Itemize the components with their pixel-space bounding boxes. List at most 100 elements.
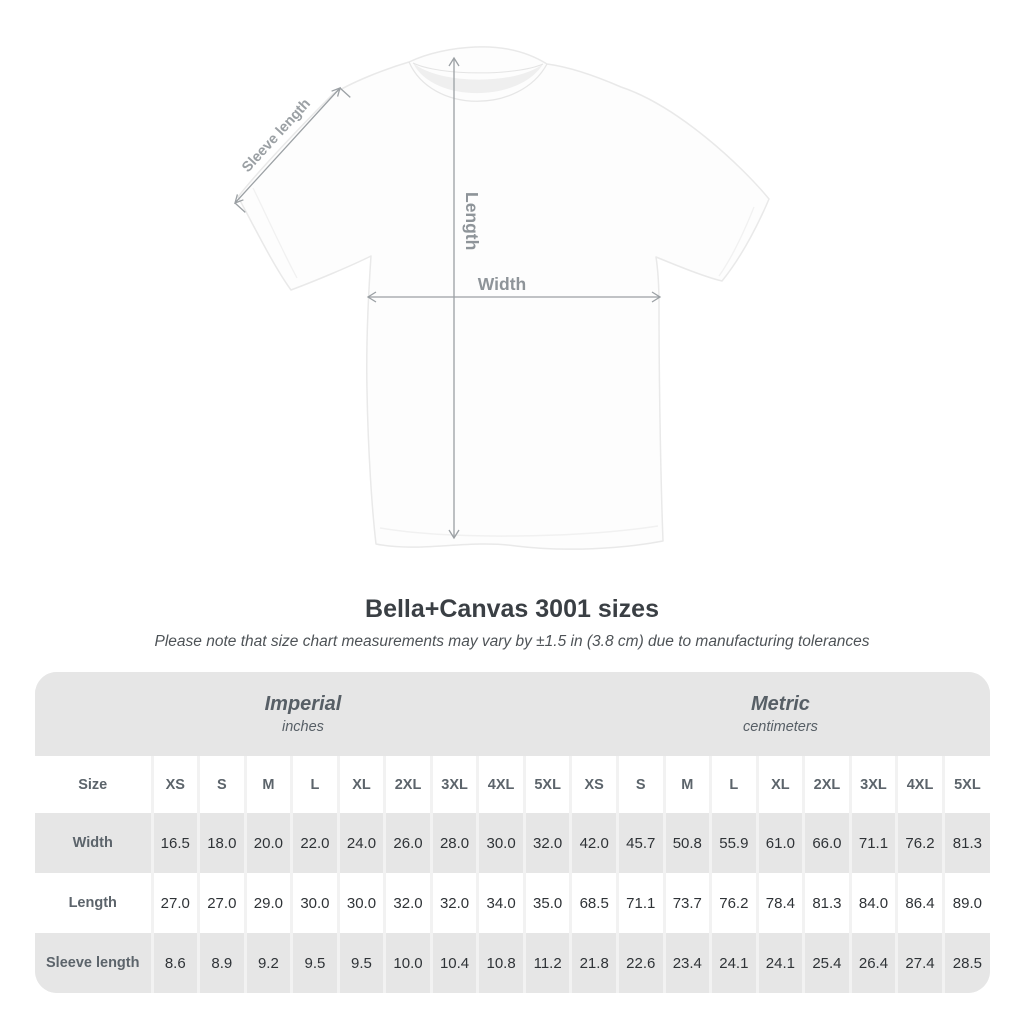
value-cell: 68.5 (569, 873, 618, 933)
value-cell: 78.4 (755, 873, 804, 933)
value-cell: 8.9 (197, 933, 246, 993)
value-cell: 10.0 (383, 933, 432, 993)
tshirt-illustration (237, 46, 770, 550)
size-col-header: S (615, 756, 665, 813)
value-cell: 30.0 (476, 813, 525, 873)
value-cell: 29.0 (243, 873, 292, 933)
value-cell: 27.0 (197, 873, 246, 933)
value-cell: 30.0 (336, 873, 385, 933)
value-cell: 27.0 (150, 873, 199, 933)
size-col-header: S (197, 756, 246, 813)
value-cell: 26.4 (848, 933, 897, 993)
value-cell: 73.7 (662, 873, 711, 933)
tshirt-right-sleeve-seam (718, 206, 755, 277)
value-cell: 45.7 (615, 813, 665, 873)
measurement-row: Length 27.0 27.0 29.0 30.0 30.0 32.0 32.0 34.0 35… (35, 873, 990, 933)
value-cell: 24.0 (336, 813, 385, 873)
sleeve-dimension-line (234, 87, 341, 204)
value-cell: 35.0 (522, 873, 571, 933)
value-cell: 81.3 (802, 873, 851, 933)
size-col-header: 3XL (848, 756, 897, 813)
size-col-header: L (709, 756, 758, 813)
unit-group-row: Imperial inches Metric centimeters (35, 672, 990, 756)
measurement-row-label: Sleeve length (35, 933, 152, 993)
value-cell: 9.5 (290, 933, 339, 993)
corner-header: Size (35, 756, 152, 813)
size-col-header: 2XL (802, 756, 851, 813)
sleeve-extension-tick-bottom (234, 202, 246, 213)
size-table-body: Size XS S M L XL 2XL 3XL 4XL 5XL XS S M L XL 2XL 3XL 4XL 5… (35, 756, 990, 993)
value-cell: 22.0 (290, 813, 339, 873)
tshirt-collar-seam (408, 61, 548, 102)
value-cell: 16.5 (150, 813, 199, 873)
size-col-header: 3XL (429, 756, 478, 813)
tshirt-left-sleeve-seam (252, 187, 298, 279)
value-cell: 81.3 (941, 813, 990, 873)
value-cell: 11.2 (522, 933, 571, 993)
size-table: Imperial inches Metric centimeters Size X… (35, 672, 990, 993)
value-cell: 32.0 (383, 873, 432, 933)
size-col-header: 5XL (522, 756, 571, 813)
metric-unit: centimeters (742, 719, 818, 735)
size-col-header: 5XL (941, 756, 990, 813)
value-cell: 21.8 (569, 933, 618, 993)
size-col-header: 4XL (476, 756, 525, 813)
tshirt-back-collar-line (412, 62, 544, 74)
value-cell: 27.4 (895, 933, 944, 993)
value-cell: 76.2 (709, 873, 758, 933)
width-label: Width (478, 274, 526, 294)
metric-label: Metric (751, 693, 810, 715)
value-cell: 10.4 (429, 933, 478, 993)
value-cell: 84.0 (848, 873, 897, 933)
value-cell: 28.0 (429, 813, 478, 873)
measurement-annotations (234, 56, 662, 540)
size-col-header: XL (336, 756, 385, 813)
value-cell: 24.1 (709, 933, 758, 993)
page-title: Bella+Canvas 3001 sizes (365, 595, 659, 623)
value-cell: 10.8 (476, 933, 525, 993)
value-cell: 24.1 (755, 933, 804, 993)
value-cell: 22.6 (615, 933, 665, 993)
tshirt-body (237, 46, 770, 550)
size-col-header: M (662, 756, 711, 813)
measurement-row: Width 16.5 18.0 20.0 22.0 24.0 26.0 28.0 30.0 32.… (35, 813, 990, 873)
size-col-header: XS (150, 756, 199, 813)
size-header-row: Size XS S M L XL 2XL 3XL 4XL 5XL XS S M L XL 2XL 3XL 4XL 5… (35, 756, 990, 813)
tshirt-collar-band (413, 63, 543, 94)
tshirt-hem-seam (379, 525, 659, 537)
measurement-row-label: Length (35, 873, 152, 933)
value-cell: 50.8 (662, 813, 711, 873)
value-cell: 55.9 (709, 813, 758, 873)
width-arrowhead-left (366, 291, 377, 303)
value-cell: 34.0 (476, 873, 525, 933)
imperial-label: Imperial (264, 693, 342, 715)
imperial-unit: inches (282, 719, 324, 735)
size-col-header: M (243, 756, 292, 813)
width-arrowhead-right (651, 291, 662, 303)
page-subtitle: Please note that size chart measurements… (154, 633, 870, 650)
size-col-header: 2XL (383, 756, 432, 813)
value-cell: 32.0 (429, 873, 478, 933)
value-cell: 71.1 (848, 813, 897, 873)
value-cell: 30.0 (290, 873, 339, 933)
value-cell: 18.0 (197, 813, 246, 873)
length-arrowhead-bottom (448, 529, 460, 540)
value-cell: 89.0 (941, 873, 990, 933)
length-label: Length (462, 192, 482, 250)
imperial-group-header: Imperial inches (35, 672, 571, 756)
value-cell: 28.5 (941, 933, 990, 993)
value-cell: 66.0 (802, 813, 851, 873)
size-col-header: XS (569, 756, 618, 813)
value-cell: 9.5 (336, 933, 385, 993)
metric-group-header: Metric centimeters (570, 672, 990, 756)
value-cell: 9.2 (243, 933, 292, 993)
tshirt-measurement-diagram: Width Length Sleeve length (234, 46, 770, 550)
value-cell: 42.0 (569, 813, 618, 873)
size-col-header: L (290, 756, 339, 813)
value-cell: 32.0 (522, 813, 571, 873)
size-table-container: Imperial inches Metric centimeters Size X… (35, 672, 990, 993)
value-cell: 71.1 (615, 873, 665, 933)
sleeve-extension-tick-top (339, 87, 351, 98)
value-cell: 23.4 (662, 933, 711, 993)
